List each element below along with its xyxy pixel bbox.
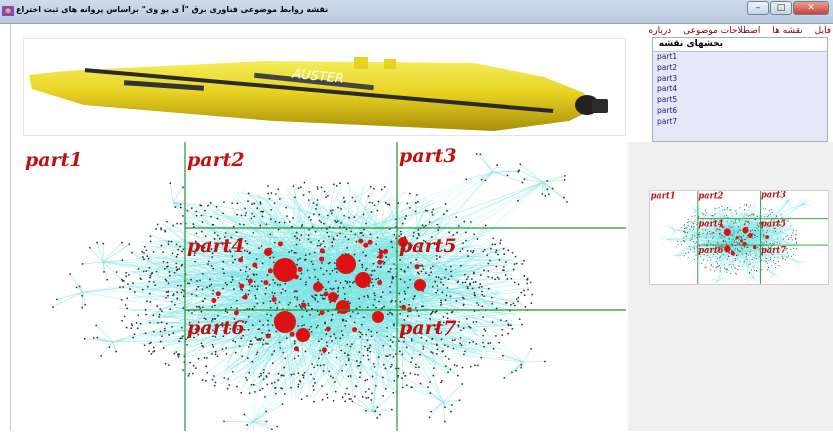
map-thumbnail[interactable]: part1 part2 part3 part4 part5 part6 part7 (649, 190, 829, 285)
map-part-label: part2 (698, 191, 723, 201)
map-part-label: part2 (187, 149, 245, 171)
parts-list-item[interactable]: part4 (653, 84, 827, 95)
map-part-label: part5 (399, 235, 457, 257)
parts-list-item[interactable]: part1 (653, 52, 827, 63)
map-part-label: part6 (187, 317, 245, 339)
left-frame (0, 24, 11, 431)
thumbnail-network-graph[interactable]: part1 part2 part3 part4 part5 part6 part7 (650, 191, 828, 284)
map-part-label: part5 (761, 219, 786, 229)
map-part-label: part4 (698, 219, 723, 229)
product-image-panel: AUSTER (23, 38, 626, 136)
map-part-label: part1 (25, 149, 83, 171)
app-icon: ⊕ (2, 6, 14, 16)
menu-file[interactable]: فایل (815, 24, 831, 38)
window-title: نقشه روابط موضوعی فناوری برق "آ ی یو وی"… (16, 5, 328, 14)
menu-bar: فایل نقشه ها اصطلاحات موضوعی درباره (633, 24, 833, 38)
menu-about[interactable]: درباره (649, 24, 672, 38)
parts-list-item[interactable]: part3 (653, 74, 827, 85)
map-part-label: part7 (761, 245, 786, 255)
parts-list-item[interactable]: part2 (653, 63, 827, 74)
map-part-label: part6 (698, 245, 723, 255)
parts-list-item[interactable]: part5 (653, 95, 827, 106)
parts-list-header: بخشهای نقشه (653, 38, 827, 52)
close-button[interactable]: ✕ (793, 1, 829, 15)
menu-terms[interactable]: اصطلاحات موضوعی (683, 24, 760, 38)
right-background (628, 142, 833, 431)
map-part-label: part7 (399, 317, 457, 339)
underwater-vehicle-image: AUSTER (24, 39, 625, 135)
minimize-button[interactable]: – (747, 1, 769, 15)
window-controls: – □ ✕ (747, 1, 829, 15)
map-part-label: part1 (651, 191, 676, 201)
title-bar: ⊕ نقشه روابط موضوعی فناوری برق "آ ی یو و… (0, 0, 833, 24)
topic-map-panel[interactable]: part1 part2 part3 part4 part5 part6 part7 (23, 142, 626, 431)
map-part-label: part3 (761, 191, 786, 201)
topic-network-graph[interactable]: part1 part2 part3 part4 part5 part6 part7 (23, 142, 626, 431)
map-part-label: part4 (187, 235, 245, 257)
parts-list-item[interactable]: part7 (653, 117, 827, 128)
menu-maps[interactable]: نقشه ها (772, 24, 802, 38)
map-parts-list[interactable]: بخشهای نقشه part1 part2 part3 part4 part… (652, 37, 828, 142)
maximize-button[interactable]: □ (770, 1, 792, 15)
parts-list-item[interactable]: part6 (653, 106, 827, 117)
map-part-label: part3 (399, 145, 457, 167)
